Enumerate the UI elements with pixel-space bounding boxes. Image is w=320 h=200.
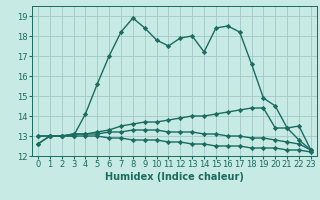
X-axis label: Humidex (Indice chaleur): Humidex (Indice chaleur) — [105, 172, 244, 182]
